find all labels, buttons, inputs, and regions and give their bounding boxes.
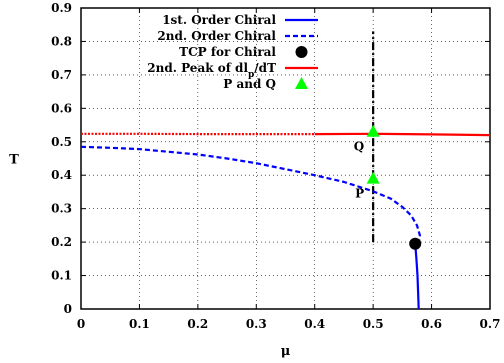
x-tick-label: 0.6 <box>421 317 442 331</box>
y-tick-label: 0.5 <box>51 135 72 149</box>
legend-label: 1st. Order Chiral <box>162 13 276 27</box>
series-line-second-order <box>80 145 422 244</box>
y-tick-label: 0.7 <box>51 68 72 82</box>
legend-label: 2nd. Order Chiral <box>157 29 276 43</box>
y-tick-label: 0.1 <box>51 269 72 283</box>
x-tick-label: 0 <box>77 317 85 331</box>
y-tick-label: 0.9 <box>51 1 72 15</box>
y-tick-label: 0.3 <box>51 202 72 216</box>
annotation-q: Q <box>354 140 364 154</box>
y-tick-label: 0 <box>64 302 72 316</box>
y-tick-label: 0.2 <box>51 235 72 249</box>
y-tick-label: 0.6 <box>51 101 72 115</box>
x-tick-label: 0.4 <box>304 317 325 331</box>
x-tick-label: 0.1 <box>129 317 150 331</box>
tcp-marker <box>409 237 422 250</box>
legend: 1st. Order Chiral 2nd. Order Chiral TCP fo… <box>147 13 318 91</box>
legend-sample-circle <box>295 46 308 58</box>
x-tick-label: 0.7 <box>480 317 501 331</box>
legend-sample-triangle <box>295 77 308 89</box>
x-tick-label: 0.2 <box>187 317 208 331</box>
pq-marker <box>366 171 380 184</box>
x-tick-label: 0.3 <box>246 317 267 331</box>
series-layer: QP <box>80 31 491 310</box>
y-tick-label: 0.4 <box>51 168 72 182</box>
grid <box>81 8 490 309</box>
y-tick-label: 0.8 <box>51 34 72 48</box>
x-tick-label: 0.5 <box>363 317 384 331</box>
axis-ticks: 0 0.1 0.2 0.3 0.4 0.5 0.6 0.7 0 0.1 0.2 0.3 0.4 0.5 0.… <box>51 1 500 331</box>
y-axis-label: T <box>9 153 19 168</box>
annotation-p: P <box>355 187 364 201</box>
series-line-peak-solid <box>314 132 491 137</box>
pq-marker <box>366 124 380 137</box>
legend-label: P and Q <box>223 77 276 91</box>
plot-frame <box>80 7 491 310</box>
x-axis-label: μ <box>281 344 291 359</box>
legend-label: 2nd. Peak of dlp/dT <box>147 61 276 80</box>
series-line-first-order <box>414 243 420 310</box>
legend-label: TCP for Chiral <box>179 45 276 59</box>
